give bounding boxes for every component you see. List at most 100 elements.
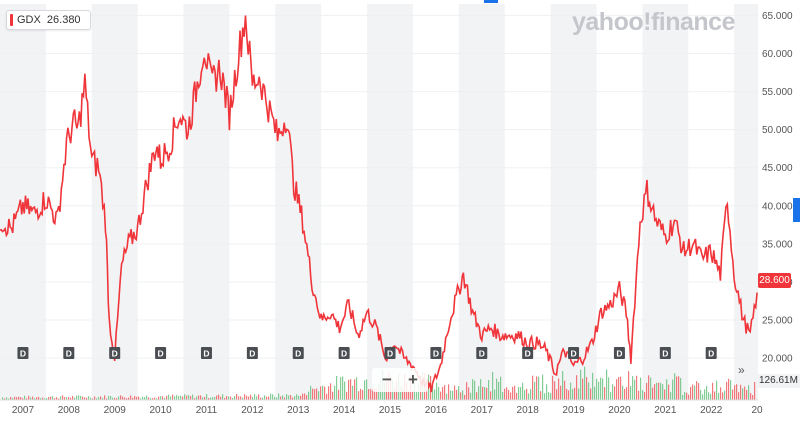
volume-bar <box>688 394 690 400</box>
volume-bar <box>274 396 276 400</box>
volume-bar <box>202 397 204 400</box>
x-tick-label: 2007 <box>12 405 35 416</box>
dividend-marker[interactable]: D <box>246 347 258 359</box>
fast-forward-button[interactable]: » <box>738 363 745 377</box>
ticker-symbol: GDX <box>17 14 41 26</box>
volume-bar <box>376 388 378 400</box>
volume-bar <box>664 389 666 400</box>
dividend-marker[interactable]: D <box>705 347 717 359</box>
dividend-marker[interactable]: D <box>568 347 580 359</box>
volume-bar <box>624 388 626 400</box>
volume-bar <box>84 397 86 400</box>
volume-bar <box>568 390 570 400</box>
volume-bar <box>492 371 494 400</box>
volume-bar <box>312 388 314 400</box>
dividend-marker[interactable]: D <box>522 347 534 359</box>
svg-text:D: D <box>525 349 531 359</box>
volume-bar <box>566 388 568 400</box>
x-tick-label: 2017 <box>471 405 494 416</box>
svg-text:D: D <box>433 349 439 359</box>
volume-bar <box>28 395 30 400</box>
volume-bar <box>304 393 306 400</box>
dividend-marker[interactable]: D <box>659 347 671 359</box>
volume-bar <box>232 397 234 400</box>
volume-bar <box>536 376 538 400</box>
volume-bar <box>514 385 516 400</box>
volume-bar <box>6 397 8 400</box>
volume-bar <box>550 393 552 400</box>
ticker-legend[interactable]: GDX 26.380 <box>6 10 91 30</box>
volume-bar <box>322 385 324 400</box>
volume-bar <box>666 379 668 400</box>
volume-bar <box>580 369 582 400</box>
volume-bar <box>348 379 350 400</box>
svg-text:D: D <box>66 349 72 359</box>
volume-bar <box>66 397 68 400</box>
x-tick-label: 2015 <box>379 405 402 416</box>
volume-bar <box>676 376 678 400</box>
volume-bar <box>596 378 598 400</box>
dividend-marker[interactable]: D <box>292 347 304 359</box>
side-panel-tab[interactable] <box>793 198 800 222</box>
volume-bar <box>598 381 600 400</box>
dividend-marker[interactable]: D <box>384 347 396 359</box>
dividend-marker[interactable]: D <box>613 347 625 359</box>
volume-bar <box>310 385 312 400</box>
volume-bar <box>198 395 200 400</box>
volume-bar <box>372 387 374 400</box>
y-tick-label: 45.000 <box>762 163 793 174</box>
volume-bar <box>618 377 620 400</box>
volume-bar <box>680 377 682 400</box>
volume-bar <box>92 398 94 400</box>
volume-bar <box>402 388 404 400</box>
y-tick-label: 60.000 <box>762 49 793 60</box>
volume-bar <box>70 397 72 400</box>
volume-bar <box>632 376 634 400</box>
zoom-out-button[interactable]: − <box>382 370 392 389</box>
volume-bar <box>630 385 632 400</box>
svg-text:D: D <box>479 349 485 359</box>
volume-bar <box>196 396 198 400</box>
dividend-marker[interactable]: D <box>476 347 488 359</box>
volume-bar <box>328 386 330 400</box>
volume-bar <box>218 394 220 400</box>
dividend-marker[interactable]: D <box>338 347 350 359</box>
volume-bar <box>712 382 714 400</box>
volume-bar <box>520 387 522 400</box>
volume-bar <box>416 391 418 400</box>
volume-bar <box>152 398 154 400</box>
volume-bar <box>156 398 158 400</box>
volume-bar <box>570 382 572 400</box>
volume-bar <box>296 394 298 400</box>
volume-bar <box>170 396 172 400</box>
dividend-marker[interactable]: D <box>155 347 167 359</box>
volume-bar <box>710 393 712 400</box>
x-tick-label: 2010 <box>149 405 172 416</box>
svg-text:D: D <box>662 349 668 359</box>
volume-bar <box>184 394 186 400</box>
dividend-marker[interactable]: D <box>200 347 212 359</box>
volume-bar <box>272 394 274 400</box>
dividend-marker[interactable]: D <box>109 347 121 359</box>
volume-bar <box>224 397 226 400</box>
dividend-marker[interactable]: D <box>17 347 29 359</box>
dividend-marker[interactable]: D <box>63 347 75 359</box>
volume-bar <box>82 396 84 400</box>
volume-bar <box>752 395 754 400</box>
dividend-marker[interactable]: D <box>430 347 442 359</box>
volume-bar <box>118 396 120 400</box>
volume-bar <box>30 397 32 400</box>
svg-text:D: D <box>341 349 347 359</box>
volume-bar <box>452 390 454 400</box>
volume-bar <box>642 390 644 400</box>
volume-bar <box>188 395 190 400</box>
volume-bar <box>754 381 756 400</box>
volume-bar <box>508 389 510 400</box>
zoom-in-button[interactable]: + <box>408 370 418 389</box>
volume-bar <box>540 391 542 400</box>
volume-bar <box>288 395 290 400</box>
x-tick-label: 2009 <box>104 405 127 416</box>
